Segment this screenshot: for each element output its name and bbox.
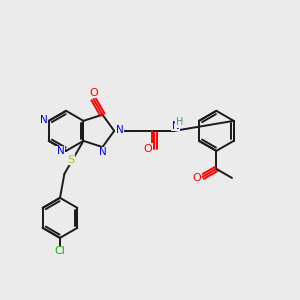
Text: Cl: Cl xyxy=(55,246,65,256)
Text: O: O xyxy=(143,144,152,154)
Text: N: N xyxy=(116,125,123,135)
Text: S: S xyxy=(68,155,74,165)
Text: N: N xyxy=(40,115,47,125)
Text: O: O xyxy=(89,88,98,98)
Text: N: N xyxy=(172,121,179,130)
Text: O: O xyxy=(193,173,202,183)
Text: N: N xyxy=(57,146,65,157)
Text: N: N xyxy=(99,147,107,158)
Text: H: H xyxy=(176,117,183,127)
